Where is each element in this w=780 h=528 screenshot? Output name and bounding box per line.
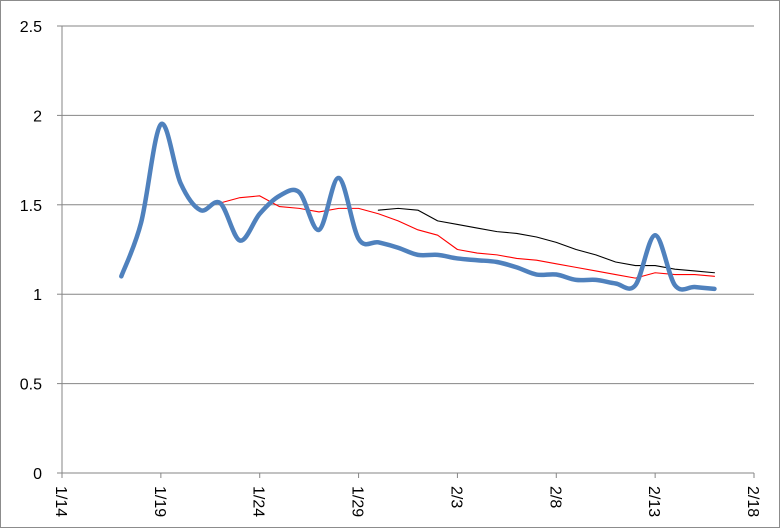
x-tick-label: 1/29 — [349, 486, 366, 517]
x-tick-label: 2/3 — [447, 486, 464, 508]
x-tick-label: 1/14 — [52, 486, 69, 517]
series-line-1 — [119, 121, 717, 292]
y-tick-label: 2.5 — [20, 19, 42, 36]
axes — [61, 26, 754, 474]
y-tick-label: 0.5 — [20, 377, 42, 394]
x-tick-label: 2/8 — [546, 486, 563, 508]
series-layer — [119, 121, 717, 292]
y-tick-label: 1 — [33, 287, 42, 304]
gridlines — [62, 25, 754, 385]
series-line-2 — [219, 195, 716, 279]
series-line-3 — [377, 207, 716, 274]
y-axis-ticks: 0 0.5 1 1.5 2 2.5 — [20, 19, 62, 483]
y-tick-label: 2 — [33, 108, 42, 125]
y-tick-label: 1.5 — [20, 198, 42, 215]
x-tick-label: 1/19 — [151, 486, 168, 517]
x-tick-label: 1/24 — [250, 486, 267, 517]
y-tick-label: 0 — [33, 466, 42, 483]
x-axis-ticks: 1/14 1/19 1/24 1/29 2/3 2/8 2/13 2/18 — [52, 473, 761, 517]
x-tick-label: 2/18 — [744, 486, 761, 517]
x-tick-label: 2/13 — [645, 486, 662, 517]
